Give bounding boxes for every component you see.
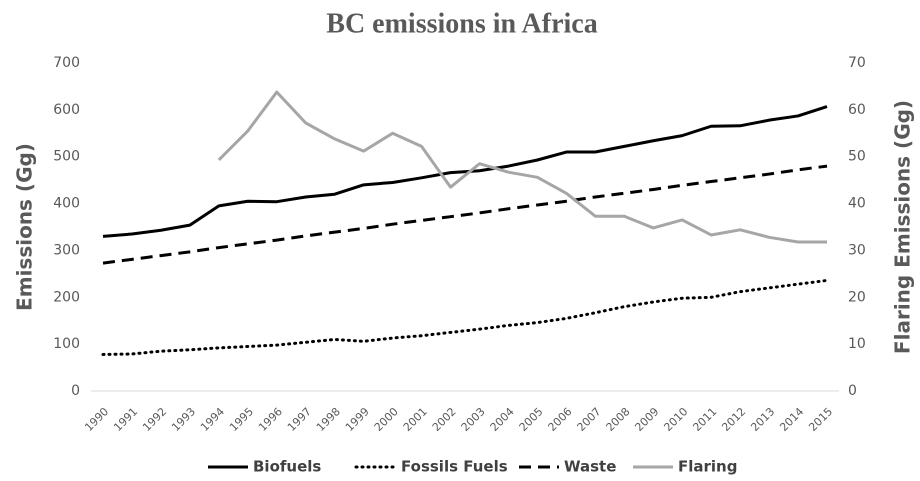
x-tick-label: 2013: [748, 405, 777, 434]
x-tick-label: 2011: [690, 405, 719, 434]
series-line: [102, 105, 828, 238]
series-line: [217, 90, 827, 244]
x-tick-label: 1999: [343, 405, 372, 434]
y2-axis-title: Flaring Emissions (Gg): [891, 100, 915, 354]
y2-tick-label: 70: [848, 55, 866, 71]
y-axis-title: Emissions (Gg): [13, 143, 37, 311]
x-tick-label: 2002: [430, 405, 459, 434]
x-tick-label: 2005: [517, 405, 546, 434]
y2-tick-label: 10: [848, 336, 866, 352]
x-tick-label: 2014: [777, 405, 806, 434]
x-tick-label: 2010: [661, 405, 690, 434]
y2-tick-label: 40: [848, 196, 866, 212]
legend-label: Flaring: [678, 458, 737, 476]
x-tick-label: 2012: [719, 405, 748, 434]
x-tick-label: 1992: [140, 405, 169, 434]
y-tick-label: 200: [53, 289, 80, 305]
x-tick-label: 1991: [111, 405, 140, 434]
x-tick-label: 2008: [604, 405, 633, 434]
y-tick-label: 100: [53, 336, 80, 352]
y-tick-label: 500: [53, 149, 80, 165]
x-tick-label: 1990: [82, 405, 111, 434]
x-tick-label: 1995: [227, 405, 256, 434]
x-tick-label: 2006: [546, 405, 575, 434]
y2-tick-label: 60: [848, 102, 866, 118]
y2-tick-label: 20: [848, 289, 866, 305]
x-tick-label: 2001: [401, 405, 430, 434]
x-tick-label: 1994: [198, 405, 227, 434]
legend-label: Waste: [564, 458, 616, 476]
y2-tick-label: 0: [848, 383, 857, 399]
x-tick-label: 2000: [372, 405, 401, 434]
series-line: [102, 164, 828, 265]
chart-title: BC emissions in Africa: [326, 8, 597, 39]
legend-label: Biofuels: [253, 458, 321, 476]
y-tick-label: 700: [53, 55, 80, 71]
x-tick-label: 1997: [285, 405, 314, 434]
y-tick-label: 600: [53, 102, 80, 118]
y2-tick-label: 30: [848, 242, 866, 258]
y-tick-label: 0: [71, 383, 80, 399]
x-tick-label: 1996: [256, 405, 285, 434]
x-tick-label: 2007: [575, 405, 604, 434]
x-tick-label: 2004: [488, 405, 517, 434]
y-tick-label: 300: [53, 242, 80, 258]
x-tick-label: 1998: [314, 405, 343, 434]
legend-label: Fossils Fuels: [401, 458, 508, 476]
x-tick-label: 1993: [169, 405, 198, 434]
series-line: [101, 278, 829, 356]
x-tick-label: 2003: [459, 405, 488, 434]
y-tick-label: 400: [53, 196, 80, 212]
y2-tick-label: 50: [848, 149, 866, 165]
x-tick-label: 2015: [806, 405, 835, 434]
x-tick-label: 2009: [632, 405, 661, 434]
